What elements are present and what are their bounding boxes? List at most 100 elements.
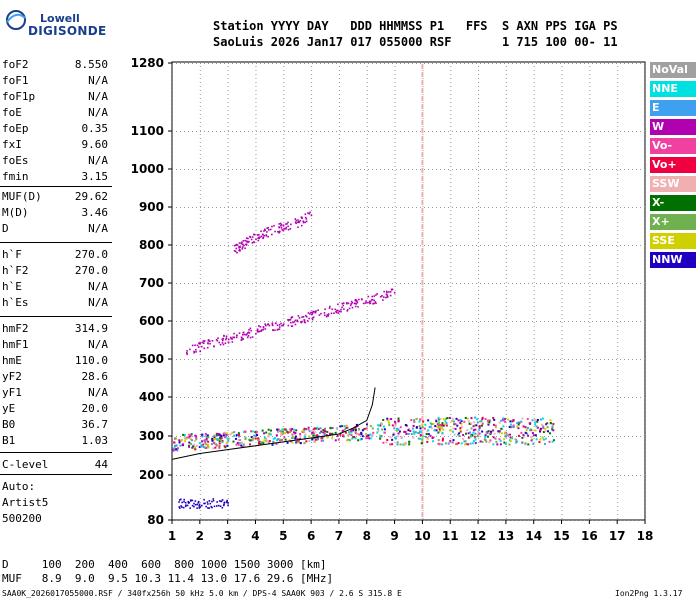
grid-dot <box>528 131 529 132</box>
grid-dot <box>600 359 601 360</box>
grid-dot <box>220 63 221 64</box>
grid-dot <box>227 410 229 411</box>
grid-dot <box>422 326 424 327</box>
logo-lowell: Lowell <box>40 12 80 25</box>
grid-dot <box>422 302 424 303</box>
vertical-marker-dash <box>421 304 424 309</box>
grid-dot <box>292 63 293 64</box>
grid-dot <box>366 226 368 227</box>
grid-dot <box>196 520 197 521</box>
grid-dot <box>364 131 365 132</box>
grid-dot <box>283 194 285 195</box>
grid-dot <box>424 283 425 284</box>
grid-dot <box>311 338 313 339</box>
grid-dot <box>311 330 313 331</box>
echo-point <box>421 435 424 438</box>
trace-point <box>309 211 311 214</box>
grid-dot <box>172 282 173 283</box>
grid-dot <box>180 283 181 284</box>
grid-dot <box>450 282 452 283</box>
grid-dot <box>283 242 285 243</box>
grid-dot <box>292 207 293 208</box>
trace-point <box>330 312 333 315</box>
grid-dot <box>505 330 507 331</box>
grid-dot <box>252 359 253 360</box>
grid-dot <box>644 131 645 132</box>
grid-dot <box>366 378 368 379</box>
grid-dot <box>227 518 229 519</box>
grid-dot <box>394 74 396 75</box>
grid-dot <box>520 475 521 476</box>
grid-dot <box>450 210 452 211</box>
echo-point <box>244 436 247 439</box>
grid-dot <box>394 418 396 419</box>
legend-item-sse: SSE <box>650 233 696 249</box>
grid-dot <box>422 118 424 119</box>
grid-dot <box>478 330 480 331</box>
grid-dot <box>608 245 609 246</box>
grid-dot <box>561 422 563 423</box>
grid-dot <box>505 406 507 407</box>
grid-dot <box>561 158 563 159</box>
echo-point <box>477 430 480 433</box>
grid-dot <box>316 169 317 170</box>
grid-dot <box>645 154 646 155</box>
grid-dot <box>176 397 177 398</box>
grid-dot <box>366 206 368 207</box>
grid-dot <box>617 466 619 467</box>
trace-point <box>281 324 283 327</box>
grid-dot <box>394 302 396 303</box>
echo-point <box>233 434 236 437</box>
echo-point <box>371 427 374 430</box>
grid-dot <box>227 514 229 515</box>
grid-dot <box>478 502 480 503</box>
grid-dot <box>416 520 417 521</box>
grid-dot <box>492 397 493 398</box>
grid-dot <box>338 466 340 467</box>
echo-point <box>212 442 215 445</box>
grid-dot <box>172 186 173 187</box>
grid-dot <box>645 142 646 143</box>
grid-dot <box>617 178 619 179</box>
grid-dot <box>589 254 591 255</box>
grid-dot <box>450 74 452 75</box>
echo-point <box>349 429 352 432</box>
grid-dot <box>248 245 249 246</box>
grid-dot <box>505 106 507 107</box>
grid-dot <box>376 131 377 132</box>
grid-dot <box>348 283 349 284</box>
grid-dot <box>533 514 535 515</box>
param-separator <box>0 452 112 453</box>
grid-dot <box>338 398 340 399</box>
y-tick-label: 1280 <box>131 56 164 70</box>
grid-dot <box>645 434 646 435</box>
grid-dot <box>199 214 201 215</box>
grid-dot <box>478 366 480 367</box>
grid-dot <box>252 397 253 398</box>
grid-dot <box>366 350 368 351</box>
echo-point <box>346 439 349 442</box>
echo-point <box>502 425 505 428</box>
grid-dot <box>450 450 452 451</box>
grid-dot <box>608 169 609 170</box>
grid-dot <box>617 382 619 383</box>
echo-point <box>421 438 424 441</box>
echo-point <box>268 442 271 445</box>
grid-dot <box>580 283 581 284</box>
grid-dot <box>216 245 217 246</box>
grid-dot <box>216 131 217 132</box>
grid-dot <box>561 490 563 491</box>
grid-dot <box>500 63 501 64</box>
grid-dot <box>332 63 333 64</box>
legend-item-vo-: Vo+ <box>650 157 696 173</box>
grid-dot <box>608 436 609 437</box>
trace-point <box>285 223 287 225</box>
grid-dot <box>422 422 424 423</box>
trace-point <box>258 325 260 327</box>
echo-point <box>460 442 463 445</box>
echo-point <box>520 420 523 423</box>
trace-point <box>233 244 236 247</box>
grid-dot <box>366 306 368 307</box>
grid-dot <box>552 169 553 170</box>
grid-dot <box>227 430 229 431</box>
